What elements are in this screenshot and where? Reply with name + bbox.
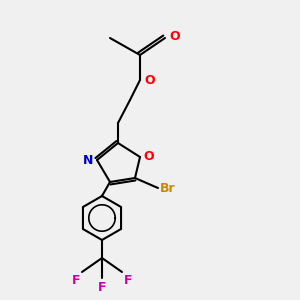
Text: O: O [144,74,154,86]
Text: O: O [143,151,154,164]
Text: F: F [71,274,80,287]
Text: F: F [124,274,133,287]
Text: Br: Br [160,182,176,194]
Text: F: F [98,281,106,294]
Text: N: N [82,154,93,166]
Text: O: O [169,29,180,43]
